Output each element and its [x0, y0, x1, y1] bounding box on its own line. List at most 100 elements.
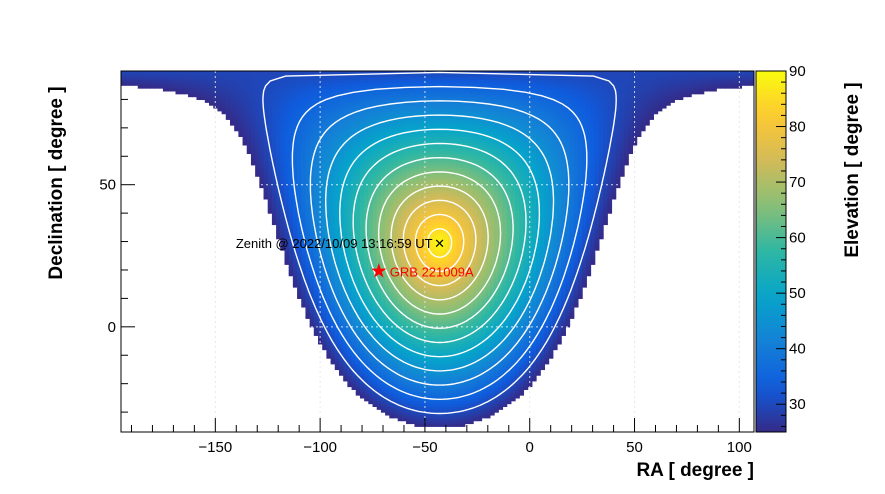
- heatmap-cell: [406, 198, 411, 203]
- heatmap-cell: [431, 298, 436, 302]
- heatmap-cell: [297, 184, 302, 189]
- heatmap-cell: [292, 238, 298, 243]
- heatmap-cell: [410, 198, 416, 203]
- heatmap-cell: [355, 383, 361, 388]
- heatmap-cell: [406, 122, 411, 126]
- heatmap-cell: [406, 309, 411, 314]
- heatmap-cell: [171, 88, 177, 92]
- heatmap-cell: [431, 372, 436, 376]
- heatmap-cell: [380, 389, 386, 393]
- heatmap-cell: [242, 127, 248, 132]
- heatmap-cell: [414, 275, 420, 280]
- heatmap-cell: [271, 210, 277, 214]
- heatmap-cell: [338, 264, 344, 268]
- heatmap-cell: [393, 241, 399, 245]
- heatmap-cell: [376, 355, 382, 359]
- heatmap-cell: [443, 338, 449, 342]
- heatmap-cell: [351, 295, 357, 299]
- heatmap-cell: [276, 193, 281, 197]
- heatmap-cell: [288, 233, 294, 237]
- heatmap-cell: [359, 116, 365, 120]
- heatmap-cell: [284, 207, 290, 211]
- heatmap-cell: [397, 346, 403, 351]
- heatmap-cell: [410, 159, 416, 163]
- heatmap-cell: [301, 207, 307, 211]
- heatmap-cell: [414, 127, 420, 132]
- heatmap-cell: [196, 96, 202, 101]
- heatmap-cell: [334, 184, 340, 189]
- heatmap-cell: [401, 193, 407, 197]
- heatmap-cell: [406, 201, 411, 206]
- heatmap-cell: [439, 153, 445, 157]
- heatmap-cell: [418, 304, 424, 308]
- heatmap-cell: [309, 170, 315, 174]
- heatmap-cell: [305, 244, 311, 248]
- heatmap-cell: [359, 264, 365, 268]
- heatmap-cell: [439, 201, 445, 206]
- heatmap-cell: [422, 284, 428, 288]
- heatmap-cell: [376, 363, 382, 368]
- heatmap-cell: [326, 136, 332, 140]
- heatmap-cell: [414, 144, 420, 149]
- heatmap-cell: [318, 198, 323, 203]
- heatmap-cell: [393, 227, 399, 231]
- heatmap-cell: [422, 247, 428, 251]
- heatmap-cell: [133, 71, 139, 75]
- heatmap-cell: [380, 366, 386, 371]
- heatmap-cell: [338, 318, 344, 322]
- heatmap-cell: [364, 119, 369, 123]
- heatmap-cell: [397, 238, 403, 243]
- heatmap-cell: [439, 417, 445, 422]
- heatmap-cell: [393, 153, 399, 157]
- heatmap-cell: [368, 363, 374, 368]
- heatmap-cell: [431, 93, 436, 98]
- heatmap-cell: [397, 184, 403, 189]
- heatmap-cell: [439, 122, 445, 126]
- heatmap-cell: [443, 360, 449, 365]
- heatmap-cell: [439, 105, 445, 109]
- heatmap-cell: [284, 125, 290, 129]
- heatmap-cell: [418, 295, 424, 299]
- heatmap-cell: [422, 136, 428, 140]
- heatmap-cell: [380, 372, 386, 376]
- heatmap-cell: [385, 341, 390, 345]
- heatmap-cell: [435, 321, 441, 325]
- heatmap-cell: [401, 127, 407, 132]
- heatmap-cell: [422, 326, 428, 331]
- heatmap-cell: [410, 366, 416, 371]
- heatmap-cell: [204, 85, 210, 89]
- heatmap-cell: [364, 96, 369, 101]
- heatmap-cell: [414, 176, 420, 180]
- heatmap-cell: [380, 332, 386, 336]
- heatmap-cell: [347, 309, 353, 314]
- heatmap-cell: [435, 150, 441, 155]
- heatmap-cell: [250, 71, 256, 75]
- heatmap-cell: [338, 181, 344, 186]
- heatmap-cell: [347, 133, 353, 137]
- heatmap-cell: [389, 125, 395, 129]
- heatmap-cell: [351, 116, 357, 120]
- heatmap-cell: [288, 250, 294, 254]
- heatmap-cell: [259, 99, 265, 103]
- heatmap-cell: [418, 261, 424, 265]
- heatmap-cell: [288, 255, 294, 260]
- heatmap-cell: [246, 133, 252, 137]
- heatmap-cell: [284, 258, 290, 263]
- heatmap-cell: [359, 207, 365, 211]
- heatmap-cell: [313, 230, 319, 234]
- heatmap-cell: [305, 113, 311, 118]
- heatmap-cell: [393, 164, 399, 169]
- heatmap-cell: [280, 93, 286, 98]
- heatmap-cell: [347, 329, 353, 334]
- heatmap-cell: [431, 201, 436, 206]
- heatmap-cell: [410, 281, 416, 285]
- heatmap-cell: [322, 230, 328, 234]
- heatmap-cell: [376, 275, 382, 280]
- heatmap-cell: [401, 318, 407, 322]
- heatmap-cell: [401, 403, 407, 408]
- heatmap-cell: [355, 142, 361, 146]
- heatmap-cell: [410, 301, 416, 305]
- heatmap-cell: [263, 93, 269, 98]
- heatmap-cell: [380, 312, 386, 317]
- heatmap-cell: [196, 79, 202, 83]
